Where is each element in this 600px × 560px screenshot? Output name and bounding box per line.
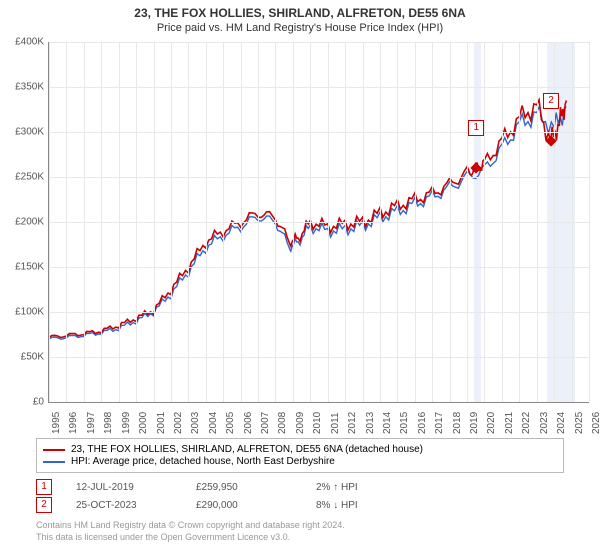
y-tick-label: £250K <box>15 172 44 183</box>
legend: 23, THE FOX HOLLIES, SHIRLAND, ALFRETON,… <box>36 438 564 473</box>
x-tick-label: 2020 <box>486 412 497 434</box>
x-tick-label: 2023 <box>539 412 550 434</box>
x-tick-label: 1995 <box>51 412 62 434</box>
legend-swatch-property <box>43 449 65 451</box>
y-tick-label: £350K <box>15 82 44 93</box>
x-tick-label: 1997 <box>86 412 97 434</box>
x-tick-label: 2015 <box>399 412 410 434</box>
sale-marker-2: 2 <box>36 497 52 513</box>
x-tick-label: 2007 <box>260 412 271 434</box>
sale-callout-2: 2 <box>543 93 559 109</box>
x-tick-label: 1998 <box>103 412 114 434</box>
x-tick-label: 2008 <box>277 412 288 434</box>
sale-callout-1: 1 <box>468 120 484 136</box>
chart-title: 23, THE FOX HOLLIES, SHIRLAND, ALFRETON,… <box>0 0 600 20</box>
sale-row-1: 1 12-JUL-2019 £259,950 2% ↑ HPI <box>36 478 436 496</box>
series-property <box>49 100 566 338</box>
plot-area: 12 <box>48 42 589 403</box>
x-tick-label: 2025 <box>574 412 585 434</box>
x-tick-label: 2006 <box>243 412 254 434</box>
y-tick-label: £200K <box>15 217 44 228</box>
y-tick-label: £100K <box>15 307 44 318</box>
y-tick-label: £150K <box>15 262 44 273</box>
x-tick-label: 2010 <box>312 412 323 434</box>
x-tick-label: 2018 <box>452 412 463 434</box>
x-tick-label: 2019 <box>469 412 480 434</box>
sale-row-2: 2 25-OCT-2023 £290,000 8% ↓ HPI <box>36 496 436 514</box>
sales-table: 1 12-JUL-2019 £259,950 2% ↑ HPI 2 25-OCT… <box>36 478 436 514</box>
x-tick-label: 2004 <box>208 412 219 434</box>
y-tick-label: £50K <box>21 352 44 363</box>
y-tick-label: £300K <box>15 127 44 138</box>
sale-price-2: £290,000 <box>196 500 316 511</box>
x-tick-label: 2017 <box>434 412 445 434</box>
sale-date-2: 25-OCT-2023 <box>76 500 196 511</box>
x-tick-label: 2005 <box>225 412 236 434</box>
sale-delta-1: 2% ↑ HPI <box>316 482 436 493</box>
legend-swatch-hpi <box>43 461 65 463</box>
x-tick-label: 2011 <box>330 412 341 434</box>
x-tick-label: 2016 <box>417 412 428 434</box>
x-tick-label: 2013 <box>365 412 376 434</box>
sale-delta-2: 8% ↓ HPI <box>316 500 436 511</box>
legend-item-hpi: HPI: Average price, detached house, Nort… <box>43 456 557 467</box>
x-tick-label: 2009 <box>295 412 306 434</box>
y-tick-label: £0 <box>33 397 44 408</box>
x-tick-label: 2026 <box>591 412 600 434</box>
legend-label-hpi: HPI: Average price, detached house, Nort… <box>71 456 335 467</box>
x-tick-label: 2014 <box>382 412 393 434</box>
x-tick-label: 2024 <box>556 412 567 434</box>
y-tick-label: £400K <box>15 37 44 48</box>
legend-item-property: 23, THE FOX HOLLIES, SHIRLAND, ALFRETON,… <box>43 444 557 455</box>
footer-line-2: This data is licensed under the Open Gov… <box>36 532 345 544</box>
sale-date-1: 12-JUL-2019 <box>76 482 196 493</box>
legend-label-property: 23, THE FOX HOLLIES, SHIRLAND, ALFRETON,… <box>71 444 423 455</box>
footer-attribution: Contains HM Land Registry data © Crown c… <box>36 520 345 543</box>
x-tick-label: 2012 <box>347 412 358 434</box>
chart-container: 23, THE FOX HOLLIES, SHIRLAND, ALFRETON,… <box>0 0 600 560</box>
x-tick-label: 1999 <box>121 412 132 434</box>
footer-line-1: Contains HM Land Registry data © Crown c… <box>36 520 345 532</box>
x-tick-label: 2000 <box>138 412 149 434</box>
x-tick-label: 1996 <box>68 412 79 434</box>
x-tick-label: 2022 <box>521 412 532 434</box>
sale-marker-1: 1 <box>36 479 52 495</box>
x-tick-label: 2001 <box>156 412 167 434</box>
x-tick-label: 2002 <box>173 412 184 434</box>
chart-subtitle: Price paid vs. HM Land Registry's House … <box>0 20 600 38</box>
x-tick-label: 2003 <box>190 412 201 434</box>
sale-price-1: £259,950 <box>196 482 316 493</box>
x-tick-label: 2021 <box>504 412 515 434</box>
